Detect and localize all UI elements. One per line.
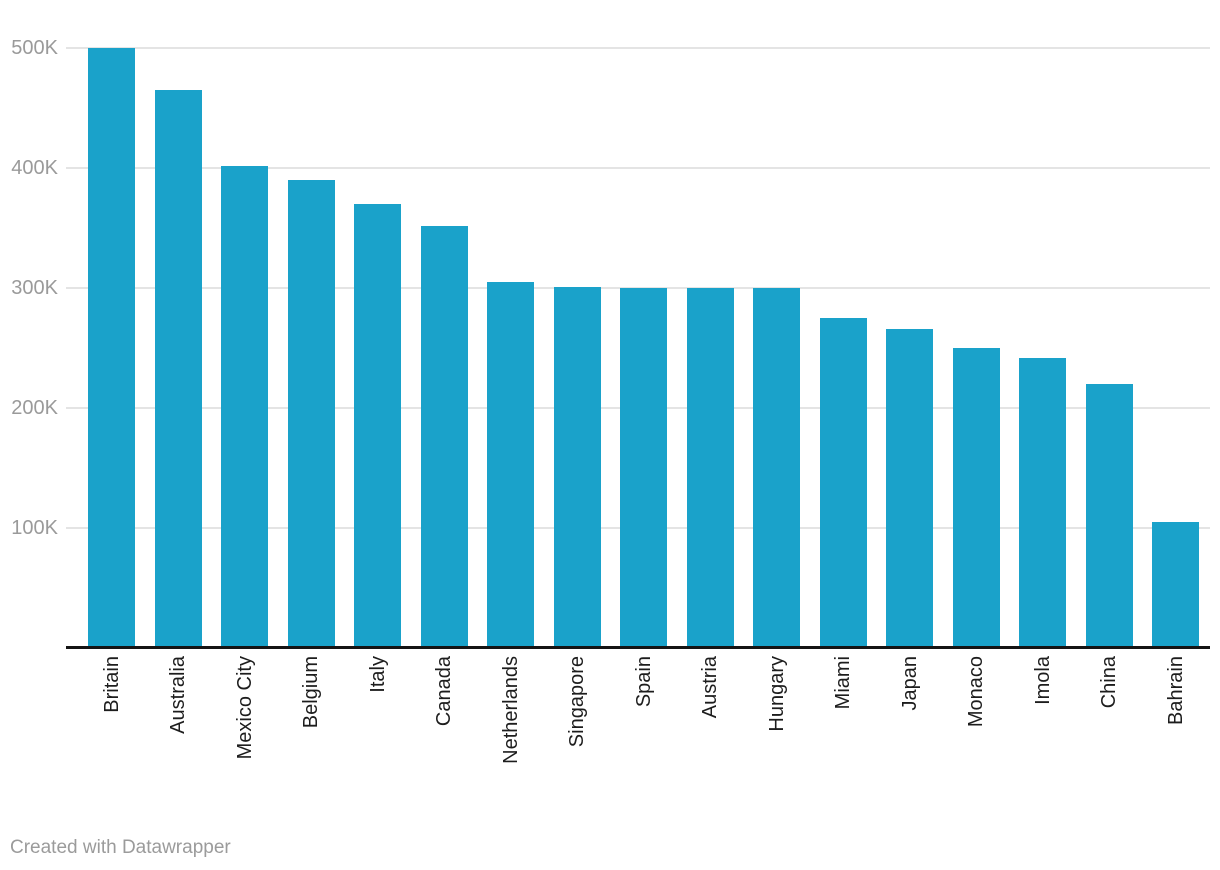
bar[interactable]: [221, 165, 268, 648]
x-category-label: Imola: [1031, 656, 1054, 705]
bar[interactable]: [819, 318, 867, 648]
datawrapper-credit[interactable]: Created with Datawrapper: [10, 837, 231, 858]
x-category-label: Japan: [898, 656, 921, 711]
y-tick-label: 500K: [11, 37, 58, 59]
bar[interactable]: [553, 286, 601, 648]
x-category-label: Spain: [632, 656, 655, 708]
bar[interactable]: [1152, 522, 1199, 648]
x-category-label: Britain: [100, 656, 123, 713]
x-category-label: Miami: [832, 656, 854, 710]
y-gridline: [66, 47, 1210, 49]
bar[interactable]: [287, 180, 335, 648]
x-category-label: Mexico City: [233, 656, 256, 760]
bar[interactable]: [354, 204, 401, 648]
bar[interactable]: [753, 288, 800, 648]
bar[interactable]: [886, 328, 933, 648]
bar[interactable]: [487, 282, 534, 648]
x-category-label: Singapore: [566, 656, 588, 748]
y-gridline: [66, 167, 1210, 169]
x-category-label: Italy: [366, 656, 389, 693]
bar[interactable]: [88, 48, 135, 648]
bar[interactable]: [1085, 384, 1133, 648]
y-tick-label: 400K: [11, 157, 58, 179]
y-tick-label: 300K: [11, 277, 58, 299]
x-category-label: Bahrain: [1164, 656, 1187, 725]
y-tick-label: 200K: [11, 397, 58, 419]
y-tick-label: 100K: [11, 517, 58, 539]
bar[interactable]: [154, 90, 202, 648]
x-category-label: Canada: [433, 656, 455, 727]
x-axis-baseline: [66, 646, 1210, 649]
bar[interactable]: [1019, 357, 1066, 648]
x-category-label: Australia: [167, 656, 189, 734]
x-category-label: Hungary: [765, 656, 788, 732]
bar[interactable]: [420, 225, 468, 648]
x-category-label: Austria: [699, 656, 721, 719]
bar[interactable]: [620, 288, 667, 648]
bar[interactable]: [952, 348, 1000, 648]
x-category-label: Netherlands: [499, 656, 522, 764]
x-category-label: Belgium: [300, 656, 322, 729]
x-category-label: Monaco: [965, 656, 987, 728]
bar[interactable]: [686, 288, 734, 648]
x-category-label: China: [1098, 656, 1120, 709]
